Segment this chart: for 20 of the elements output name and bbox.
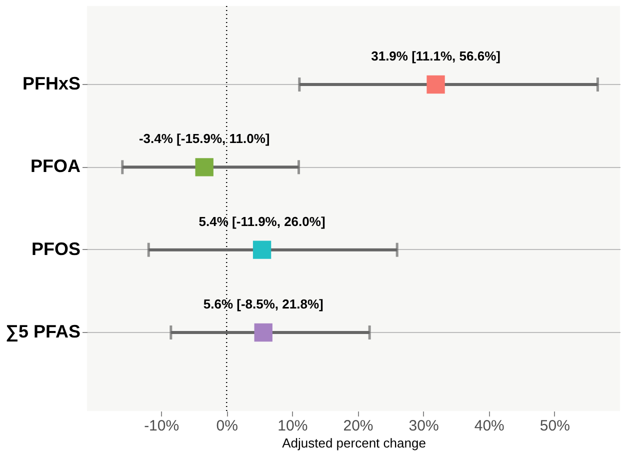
data-label: 31.9% [11.1%, 56.6%] xyxy=(371,48,500,64)
x-tick-label: 0% xyxy=(216,418,238,434)
data-label: 5.6% [-8.5%, 21.8%] xyxy=(203,296,324,312)
point xyxy=(254,323,272,342)
x-tick-label: -10% xyxy=(144,418,180,434)
data-label: 5.4% [-11.9%, 26.0%] xyxy=(198,214,326,229)
y-tick-label: PFOS xyxy=(31,238,80,259)
point xyxy=(426,75,445,94)
data-label: -3.4% [-15.9%, 11.0%] xyxy=(138,131,270,146)
y-tick-label: PFOA xyxy=(30,156,80,176)
x-tick-label: 40% xyxy=(474,418,504,434)
point xyxy=(195,158,214,176)
x-tick-label: 20% xyxy=(343,418,374,434)
x-tick-label: 50% xyxy=(540,418,570,434)
x-tick-label: 10% xyxy=(278,418,308,434)
x-tick-label: 30% xyxy=(408,418,439,434)
y-tick-label: ∑5 PFAS xyxy=(6,321,80,342)
y-tick-label: PFHxS xyxy=(22,74,80,94)
x-axis-title: Adjusted percent change xyxy=(282,436,426,450)
point xyxy=(252,240,272,259)
